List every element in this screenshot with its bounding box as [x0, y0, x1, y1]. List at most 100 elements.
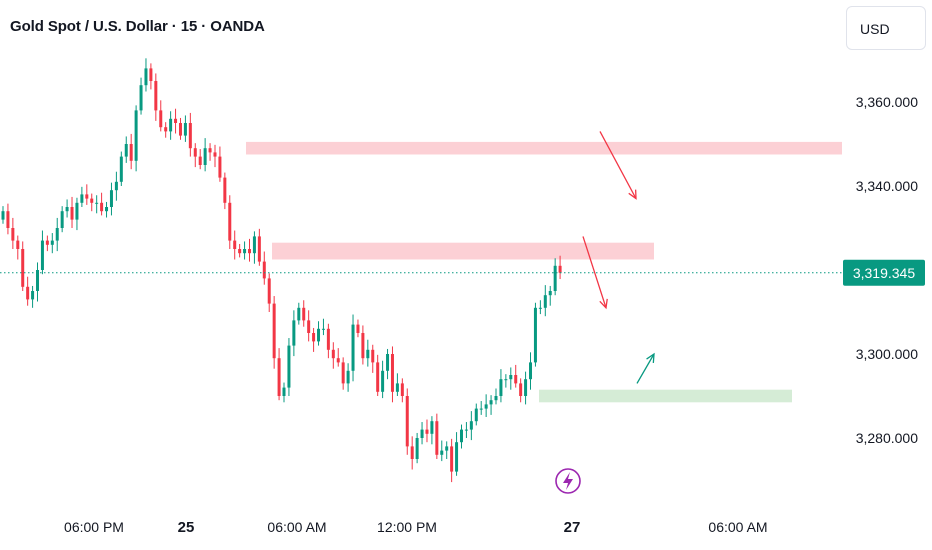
candle-body	[307, 320, 311, 333]
candle-body	[302, 307, 306, 321]
candle-body	[233, 240, 237, 249]
candle-body	[297, 307, 301, 321]
candle-body	[198, 156, 202, 165]
chart-title: Gold Spot / U.S. Dollar · 15 · OANDA	[10, 18, 265, 35]
candle-body	[80, 194, 84, 203]
candle-body	[479, 408, 483, 410]
arrow-head-3	[646, 352, 655, 364]
candle-body	[326, 328, 330, 350]
candle-body	[366, 349, 370, 359]
candle-body	[489, 400, 493, 405]
candle-body	[159, 110, 163, 128]
currency-button[interactable]: USD	[846, 6, 926, 50]
candle-body	[415, 438, 419, 459]
arrow-down-2	[582, 236, 607, 308]
candle-body	[410, 446, 414, 459]
candle-body	[188, 123, 192, 149]
candle-body	[509, 375, 513, 380]
candle-body	[504, 379, 508, 381]
candle-body	[361, 333, 365, 359]
candle-body	[1, 211, 5, 220]
candle-body	[292, 320, 296, 346]
candle-body	[440, 450, 444, 455]
candle-body	[474, 408, 478, 422]
candle-body	[287, 345, 291, 388]
candle-body	[484, 404, 488, 409]
candle-body	[277, 358, 281, 396]
candle-body	[430, 421, 434, 434]
x-axis[interactable]: 06:00 PM 25 06:00 AM 12:00 PM 27 06:00 AM	[64, 519, 768, 536]
candle-body	[134, 110, 138, 161]
y-tick-label: 3,280.000	[856, 430, 918, 446]
candle-body	[524, 379, 528, 396]
candle-body	[144, 68, 148, 86]
candle-body	[114, 181, 118, 191]
candle-body	[390, 354, 394, 392]
candle-body	[164, 127, 168, 132]
y-axis[interactable]: 3,360.000 3,340.000 3,300.000 3,280.000	[856, 94, 918, 446]
x-tick-label: 27	[564, 519, 581, 536]
candle-body	[312, 333, 316, 342]
candle-body	[21, 249, 25, 287]
candle-body	[213, 152, 217, 157]
candle-body	[499, 379, 503, 396]
candle-body	[31, 291, 35, 300]
candle-body	[533, 307, 537, 363]
candle-body	[543, 295, 547, 308]
candle-body	[248, 249, 251, 254]
candle-body	[203, 148, 207, 165]
candle-body	[400, 383, 404, 396]
arrow-up-3	[636, 353, 655, 384]
candle-body	[208, 148, 212, 153]
candle-body	[75, 202, 79, 220]
candle-body	[317, 328, 321, 342]
candle-body	[11, 228, 15, 241]
arrow-down-1	[599, 131, 637, 199]
candle-body	[420, 429, 424, 438]
candle-body	[193, 148, 197, 157]
candle-body	[321, 328, 325, 330]
candle-body	[450, 446, 454, 472]
x-tick-label: 12:00 PM	[377, 519, 437, 535]
candle-body	[538, 307, 542, 309]
x-tick-label: 06:00 AM	[267, 519, 326, 535]
y-tick-label: 3,340.000	[856, 178, 918, 194]
candle-body	[469, 421, 473, 430]
candle-body	[331, 349, 335, 359]
candle-body	[435, 421, 439, 455]
candle-body	[36, 270, 40, 291]
y-tick-label: 3,300.000	[856, 346, 918, 362]
candle-body	[464, 429, 468, 431]
resistance-zone-1	[246, 141, 842, 155]
arrow-head-2	[599, 298, 608, 310]
candle-body	[178, 123, 182, 136]
candle-body	[50, 240, 54, 245]
candle-body	[228, 202, 232, 241]
candle-body	[519, 383, 523, 396]
candle-body	[243, 249, 247, 254]
candle-body	[6, 211, 10, 228]
candle-body	[174, 118, 178, 123]
candle-body	[55, 228, 59, 241]
price-line-layer: 3,319.345	[0, 259, 925, 286]
candle-body	[100, 202, 104, 212]
candle-body	[252, 236, 256, 254]
candle-body	[85, 194, 89, 199]
candle-body	[371, 349, 375, 363]
current-price-label: 3,319.345	[853, 265, 915, 281]
candle-body	[105, 207, 109, 212]
arrow-head-1	[628, 189, 637, 200]
candle-body	[514, 375, 518, 384]
candle-body	[558, 265, 562, 273]
candle-body	[262, 261, 266, 279]
candle-body	[223, 177, 227, 203]
current-price-tag[interactable]	[843, 259, 925, 286]
candle-body	[119, 156, 123, 182]
candle-body	[124, 144, 128, 157]
candle-body	[356, 324, 360, 333]
candle-body	[445, 446, 449, 451]
event-marker[interactable]	[555, 468, 581, 494]
candle-body	[16, 240, 20, 249]
candles-layer	[1, 58, 562, 483]
